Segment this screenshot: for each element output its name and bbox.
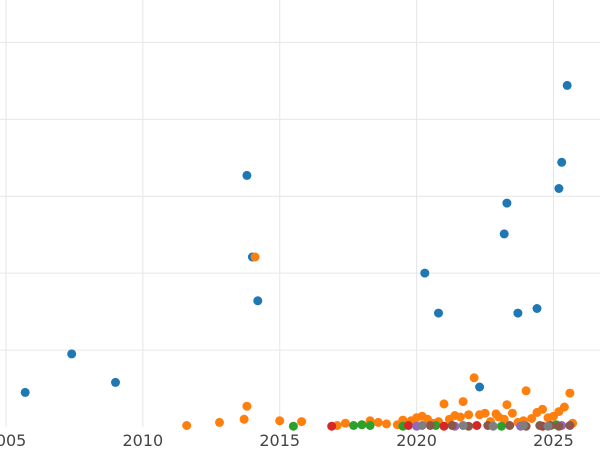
data-point-s6-0	[417, 421, 427, 430]
data-point-s6-4	[543, 421, 553, 431]
data-point-s1-11	[373, 417, 383, 427]
data-point-s1-1	[215, 417, 224, 427]
data-point-s2-2	[357, 420, 367, 430]
x-tick-label: 2010	[123, 431, 164, 450]
data-point-s0-15	[562, 80, 572, 90]
data-point-s5-1	[447, 421, 457, 430]
data-point-s1-27	[469, 373, 479, 383]
data-point-s1-2	[239, 414, 249, 424]
data-point-s0-6	[420, 268, 430, 278]
data-point-s1-35	[507, 408, 517, 418]
data-point-s5-8	[554, 421, 564, 431]
data-point-s0-14	[557, 157, 567, 167]
data-point-s1-39	[527, 414, 537, 423]
data-point-s1-12	[382, 419, 391, 429]
data-point-s0-0	[20, 387, 30, 397]
x-tick-label: 2005	[0, 431, 26, 450]
x-axis-ticks: 2005 2010 2015 2020 2025	[0, 431, 574, 450]
data-point-s0-7	[434, 308, 443, 318]
data-point-s1-0	[182, 421, 192, 430]
data-point-s6-1	[458, 421, 468, 430]
data-point-s0-8	[475, 382, 485, 392]
data-point-s6-3	[518, 421, 528, 430]
data-point-s1-21	[439, 399, 449, 409]
data-point-s1-26	[464, 410, 474, 420]
data-point-s6-2	[488, 421, 498, 431]
grid-layer	[0, 0, 600, 427]
data-point-s2-3	[365, 421, 375, 430]
data-point-s3-1	[403, 421, 413, 430]
x-tick-label: 2015	[259, 431, 300, 450]
data-point-s2-1	[349, 421, 359, 430]
x-tick-label: 2025	[533, 431, 574, 450]
data-point-s1-5	[275, 416, 285, 426]
data-point-s0-3	[242, 170, 252, 180]
data-point-s1-45	[559, 402, 569, 412]
data-point-s1-3	[242, 401, 252, 411]
data-point-s1-33	[499, 414, 509, 424]
data-point-s5-6	[535, 421, 545, 430]
data-point-s0-12	[532, 304, 542, 313]
points-layer	[20, 80, 578, 431]
data-point-s2-6	[497, 421, 506, 431]
data-point-s0-1	[67, 349, 77, 359]
data-point-s0-9	[499, 229, 509, 239]
data-point-s1-34	[502, 400, 512, 410]
data-point-s2-0	[288, 421, 298, 431]
data-point-s1-6	[297, 417, 307, 427]
data-point-s3-3	[472, 421, 482, 430]
data-point-s1-25	[458, 397, 468, 407]
data-point-s0-13	[554, 184, 564, 193]
data-point-s5-9	[565, 421, 575, 430]
data-point-s0-11	[513, 308, 523, 318]
data-point-s1-24	[455, 412, 465, 422]
data-point-s1-46	[565, 388, 575, 398]
data-point-s1-29	[480, 408, 490, 418]
data-point-s1-8	[340, 418, 350, 428]
data-point-s3-0	[327, 421, 337, 431]
data-point-s1-4	[250, 252, 260, 262]
data-point-s1-38	[521, 386, 531, 396]
data-point-s3-2	[439, 421, 449, 431]
data-point-s5-0	[425, 421, 435, 430]
data-point-s5-4	[505, 421, 515, 430]
data-point-s0-2	[111, 377, 120, 387]
x-tick-label: 2020	[396, 431, 437, 450]
data-point-s0-5	[253, 296, 263, 306]
data-point-s1-41	[538, 404, 547, 414]
data-point-s0-10	[502, 198, 512, 208]
